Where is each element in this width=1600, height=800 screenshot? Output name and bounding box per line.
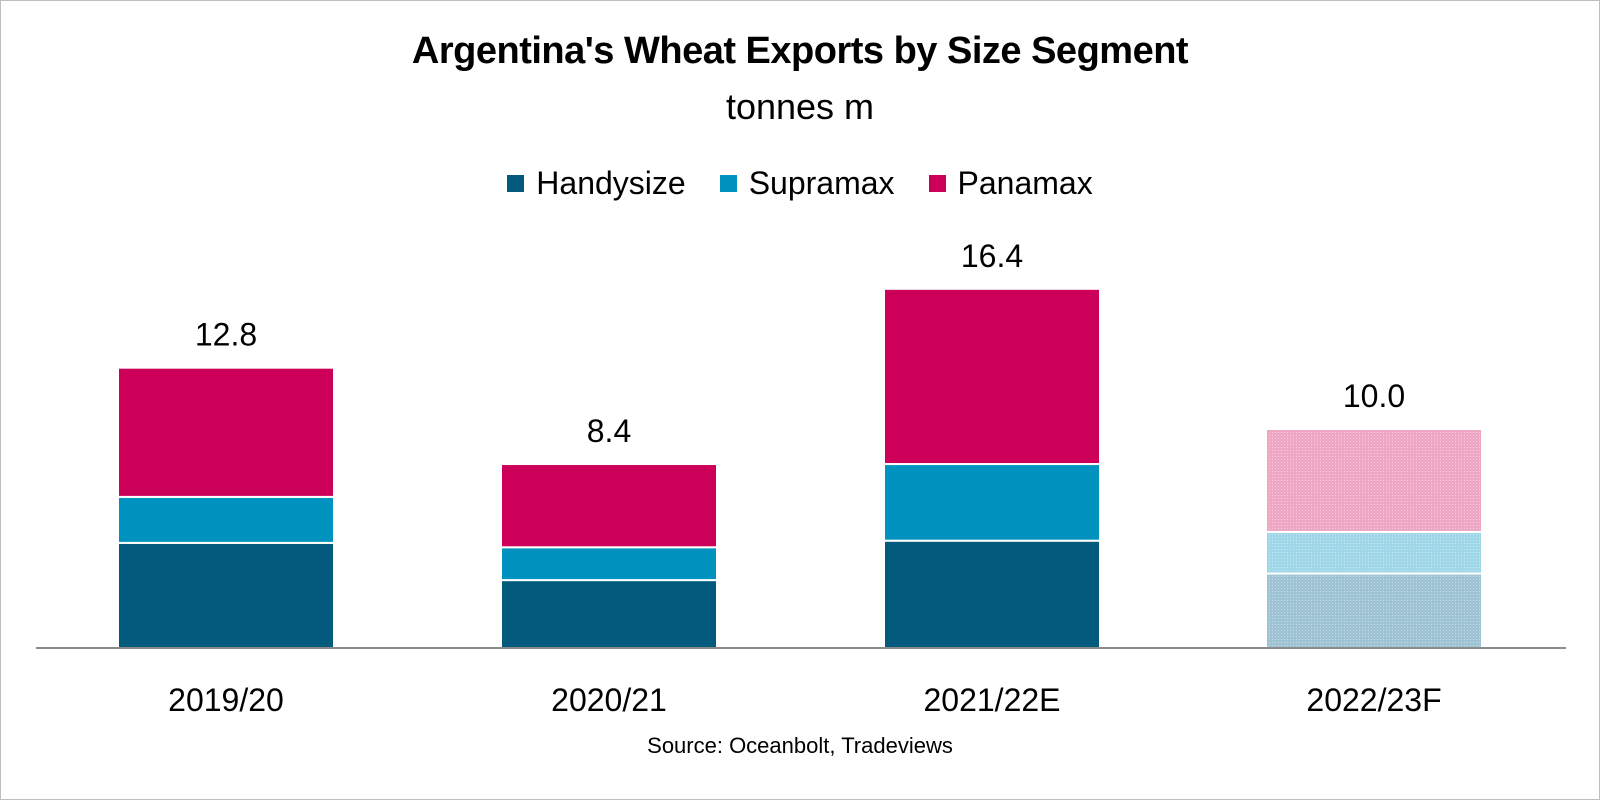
bar-segment-supramax-0 (117, 495, 335, 544)
data-label-total-0: 12.8 (195, 317, 257, 353)
x-tick-label-0: 2019/20 (168, 682, 284, 718)
chart-title: Argentina's Wheat Exports by Size Segmen… (411, 30, 1189, 72)
legend: Handysize Supramax Panamax (0, 165, 1600, 202)
bar-segment-supramax-1 (500, 546, 718, 582)
legend-item-panamax: Panamax (928, 165, 1093, 202)
data-label-total-2: 16.4 (961, 238, 1023, 274)
bar-segment-handysize-2 (883, 539, 1101, 649)
bar-segment-panamax-2 (883, 287, 1101, 466)
data-label-total-3: 10.0 (1343, 378, 1405, 414)
bar-segment-panamax-1 (500, 463, 718, 549)
legend-item-supramax: Supramax (719, 165, 895, 202)
chart-subtitle: tonnes m (725, 86, 875, 127)
x-tick-label-3: 2022/23F (1306, 682, 1441, 718)
bar-segment-handysize-0 (117, 541, 335, 650)
data-label-total-1: 8.4 (587, 413, 631, 449)
legend-label-handysize: Handysize (536, 165, 686, 201)
x-tick-label-1: 2020/21 (551, 682, 667, 718)
x-tick-label-2: 2021/22E (923, 682, 1060, 718)
source-note: Source: Oceanbolt, Tradeviews (647, 733, 953, 758)
bar-segment-handysize-3 (1265, 572, 1483, 649)
legend-swatch-supramax (719, 175, 737, 192)
bar-segment-supramax-3 (1265, 530, 1483, 575)
bar-segment-supramax-2 (883, 463, 1101, 542)
legend-swatch-handysize (507, 175, 525, 192)
legend-item-handysize: Handysize (507, 165, 686, 202)
legend-swatch-panamax (928, 175, 946, 192)
bar-segment-panamax-0 (117, 366, 335, 498)
legend-label-supramax: Supramax (748, 165, 895, 201)
bar-segment-handysize-1 (500, 579, 718, 649)
legend-label-panamax: Panamax (957, 165, 1093, 201)
bar-segment-panamax-3 (1265, 428, 1483, 533)
